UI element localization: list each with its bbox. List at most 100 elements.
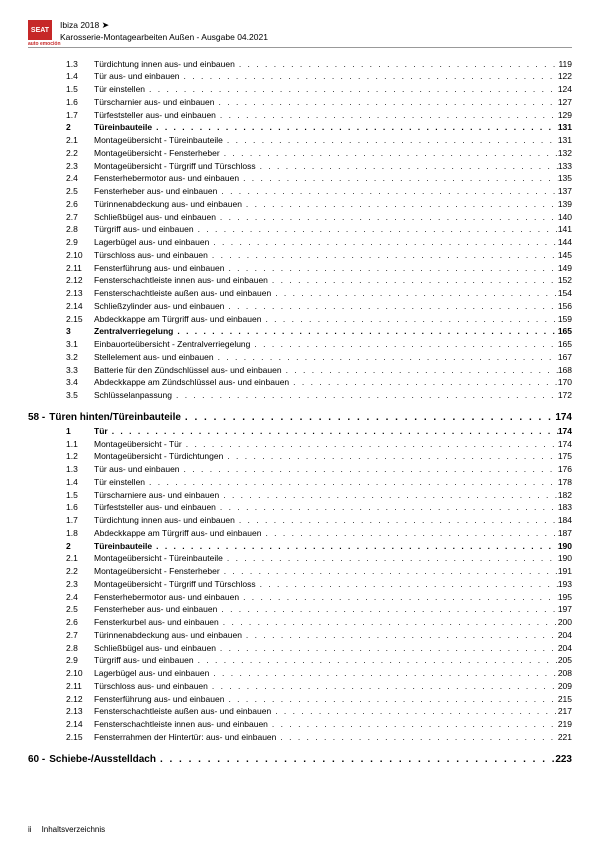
entry-label: Montageübersicht - Tür bbox=[94, 438, 182, 451]
entry-number: 2.5 bbox=[66, 603, 94, 616]
entry-number: 3.3 bbox=[66, 364, 94, 377]
leader-dots: . . . . . . . . . . . . . . . . . . . . … bbox=[145, 476, 558, 489]
toc-entry: 3.4Abdeckkappe am Zündschlüssel aus- und… bbox=[28, 376, 572, 389]
entry-number: 3.1 bbox=[66, 338, 94, 351]
entry-label: Montageübersicht - Fensterheber bbox=[94, 147, 220, 160]
toc-entry: 2.11Fensterführung aus- und einbauen. . … bbox=[28, 262, 572, 275]
entry-page: 154 bbox=[558, 287, 572, 300]
leader-dots: . . . . . . . . . . . . . . . . . . . . … bbox=[220, 565, 558, 578]
entry-page: 131 bbox=[558, 121, 572, 134]
leader-dots: . . . . . . . . . . . . . . . . . . . . … bbox=[250, 338, 557, 351]
entry-page: 140 bbox=[558, 211, 572, 224]
entry-page: 217 bbox=[558, 705, 572, 718]
entry-label: Fensterschachtleiste außen aus- und einb… bbox=[94, 705, 271, 718]
leader-dots: . . . . . . . . . . . . . . . . . . . . … bbox=[182, 438, 558, 451]
leader-dots: . . . . . . . . . . . . . . . . . . . . … bbox=[282, 364, 558, 377]
leader-dots: . . . . . . . . . . . . . . . . . . . . … bbox=[220, 147, 558, 160]
entry-label: Fensterschachtleiste innen aus- und einb… bbox=[94, 718, 268, 731]
entry-page: 190 bbox=[558, 540, 572, 553]
entry-number: 1.6 bbox=[66, 501, 94, 514]
entry-number: 2.12 bbox=[66, 693, 94, 706]
entry-page: 178 bbox=[558, 476, 572, 489]
leader-dots: . . . . . . . . . . . . . . . . . . . . … bbox=[223, 552, 558, 565]
entry-number: 1.3 bbox=[66, 463, 94, 476]
entry-number: 2.1 bbox=[66, 134, 94, 147]
entry-number: 1.5 bbox=[66, 83, 94, 96]
leader-dots: . . . . . . . . . . . . . . . . . . . . … bbox=[224, 262, 557, 275]
entry-page: 183 bbox=[558, 501, 572, 514]
entry-page: 144 bbox=[558, 236, 572, 249]
entry-page: 129 bbox=[558, 109, 572, 122]
entry-number: 2.4 bbox=[66, 591, 94, 604]
entry-page: 167 bbox=[558, 351, 572, 364]
entry-label: Fensterrahmen der Hintertür: aus- und ei… bbox=[94, 731, 276, 744]
entry-page: 215 bbox=[558, 693, 572, 706]
entry-page: 174 bbox=[558, 438, 572, 451]
entry-number: 1.2 bbox=[66, 450, 94, 463]
toc-entry: 2Türeinbauteile. . . . . . . . . . . . .… bbox=[28, 540, 572, 553]
leader-dots: . . . . . . . . . . . . . . . . . . . . … bbox=[214, 351, 558, 364]
arrow-icon: ➤ bbox=[102, 20, 110, 30]
toc-entry: 1.7Türdichtung innen aus- und einbauen. … bbox=[28, 514, 572, 527]
entry-label: Schlüsselanpassung bbox=[94, 389, 172, 402]
entry-page: 221 bbox=[558, 731, 572, 744]
chapter-heading: 60 -Schiebe-/Ausstelldach. . . . . . . .… bbox=[28, 754, 572, 765]
entry-number: 3.5 bbox=[66, 389, 94, 402]
entry-number: 3 bbox=[66, 325, 94, 338]
header-text-block: Ibiza 2018 ➤ Karosserie-Montagearbeiten … bbox=[60, 20, 268, 43]
entry-number: 2.9 bbox=[66, 236, 94, 249]
leader-dots: . . . . . . . . . . . . . . . . . . . . … bbox=[261, 313, 557, 326]
entry-number: 2.6 bbox=[66, 616, 94, 629]
entry-page: 200 bbox=[558, 616, 572, 629]
entry-number: 2.2 bbox=[66, 565, 94, 578]
entry-page: 174 bbox=[558, 425, 572, 438]
model-title: Ibiza 2018 bbox=[60, 20, 99, 30]
entry-page: 119 bbox=[558, 58, 572, 71]
logo-text: SEAT bbox=[31, 27, 49, 34]
entry-page: 219 bbox=[558, 718, 572, 731]
entry-number: 2 bbox=[66, 540, 94, 553]
toc-entry: 2.14Fensterschachtleiste innen aus- und … bbox=[28, 718, 572, 731]
chapter-label: Schiebe-/Ausstelldach bbox=[49, 754, 156, 765]
toc-entry: 2.3Montageübersicht - Türgriff und Türsc… bbox=[28, 578, 572, 591]
leader-dots: . . . . . . . . . . . . . . . . . . . . … bbox=[216, 211, 558, 224]
toc-entry: 2.8Türgriff aus- und einbauen. . . . . .… bbox=[28, 223, 572, 236]
toc-entry: 1.4Tür aus- und einbauen. . . . . . . . … bbox=[28, 70, 572, 83]
entry-number: 2.8 bbox=[66, 223, 94, 236]
entry-label: Batterie für den Zündschlüssel aus- und … bbox=[94, 364, 282, 377]
entry-page: 133 bbox=[558, 160, 572, 173]
entry-label: Montageübersicht - Türgriff und Türschlo… bbox=[94, 578, 256, 591]
toc-entry: 2.15Abdeckkappe am Türgriff aus- und ein… bbox=[28, 313, 572, 326]
entry-label: Türdichtung innen aus- und einbauen bbox=[94, 514, 235, 527]
entry-label: Fensterhebermotor aus- und einbauen bbox=[94, 591, 239, 604]
entry-label: Türgriff aus- und einbauen bbox=[94, 654, 194, 667]
entry-page: 187 bbox=[558, 527, 572, 540]
page-footer: ii Inhaltsverzeichnis bbox=[28, 825, 105, 834]
toc-entry: 1.4Tür einstellen. . . . . . . . . . . .… bbox=[28, 476, 572, 489]
toc-entry: 2.5Fensterheber aus- und einbauen. . . .… bbox=[28, 603, 572, 616]
entry-label: Tür einstellen bbox=[94, 83, 145, 96]
chapter-number: 58 - bbox=[28, 412, 49, 423]
entry-page: 156 bbox=[558, 300, 572, 313]
entry-number: 2.11 bbox=[66, 680, 94, 693]
entry-label: Tür aus- und einbauen bbox=[94, 463, 180, 476]
entry-label: Tür einstellen bbox=[94, 476, 145, 489]
table-of-contents: 1.3 Türdichtung innen aus- und einbauen . … bbox=[28, 58, 572, 765]
entry-page: 168 bbox=[558, 364, 572, 377]
entry-page: 191 bbox=[558, 565, 572, 578]
toc-entry: 1.8Abdeckkappe am Türgriff aus- und einb… bbox=[28, 527, 572, 540]
entry-page: 197 bbox=[558, 603, 572, 616]
leader-dots: . . . . . . . . . . . . . . . . . . . . … bbox=[152, 540, 558, 553]
entry-number: 3.2 bbox=[66, 351, 94, 364]
toc-entry: 2.4Fensterhebermotor aus- und einbauen. … bbox=[28, 172, 572, 185]
leader-dots: . . . . . . . . . . . . . . . . . . . . … bbox=[219, 489, 558, 502]
entry-page: 175 bbox=[558, 450, 572, 463]
entry-number: 2.10 bbox=[66, 667, 94, 680]
leader-dots: . . . . . . . . . . . . . . . . . . . . … bbox=[208, 249, 558, 262]
entry-page: 195 bbox=[558, 591, 572, 604]
entry-page: 182 bbox=[558, 489, 572, 502]
entry-page: 184 bbox=[558, 514, 572, 527]
leader-dots: . . . . . . . . . . . . . . . . . . . . … bbox=[261, 527, 557, 540]
toc-entry: 3Zentralverriegelung. . . . . . . . . . … bbox=[28, 325, 572, 338]
entry-number: 1.3 bbox=[66, 58, 94, 71]
